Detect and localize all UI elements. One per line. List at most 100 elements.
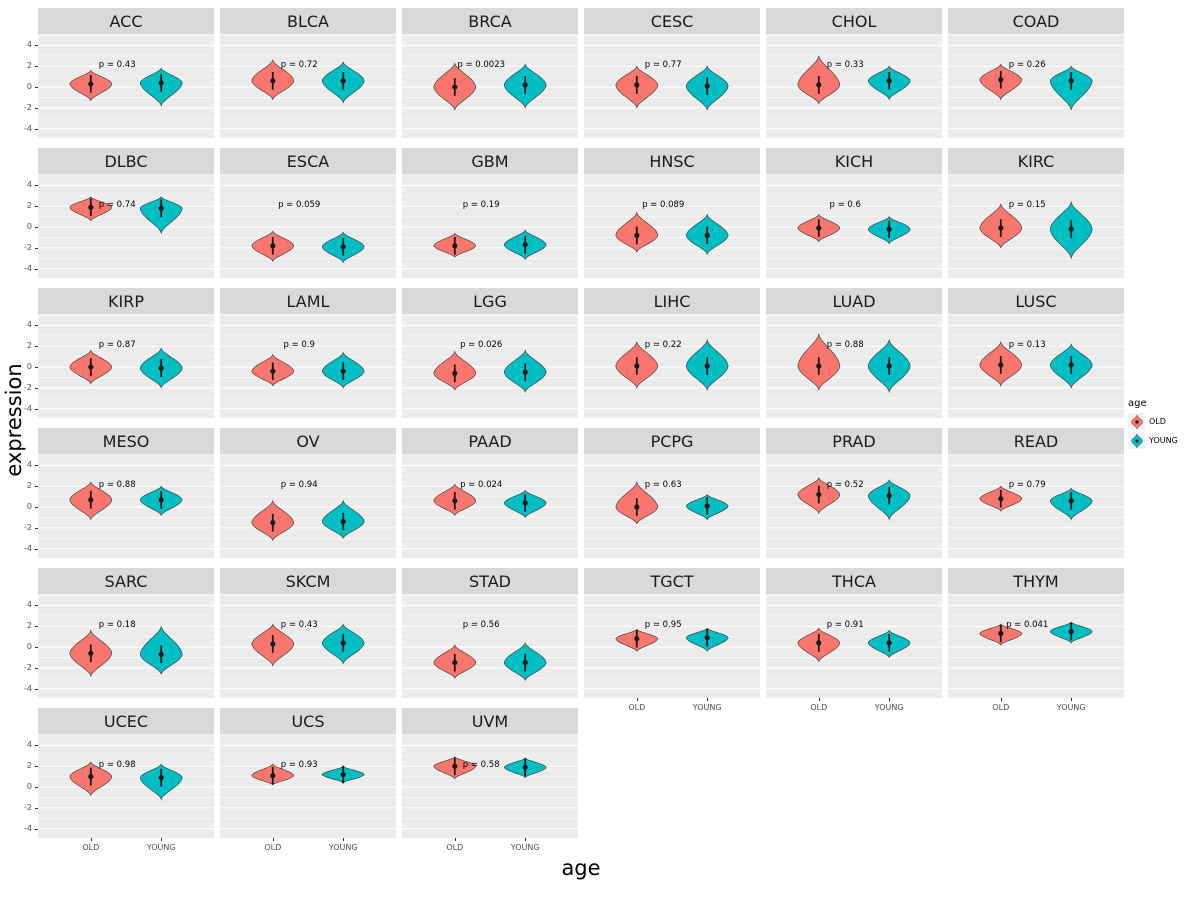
p-value-label: p = 0.026: [460, 340, 502, 350]
facet-LUSC: LUSC p = 0.13: [948, 288, 1124, 418]
x-tick-mark: [272, 838, 274, 841]
violin-panel: p = 0.77: [584, 34, 760, 138]
facet-title: KICH: [766, 148, 942, 174]
violin-panel: p = 0.87: [38, 314, 214, 418]
violin-panel: p = 0.88: [38, 454, 214, 558]
legend-item-old: OLD: [1128, 413, 1178, 430]
y-tick-label: -4: [24, 123, 32, 133]
facet-LUAD: LUAD p = 0.88: [766, 288, 942, 418]
facet-ESCA: ESCA p = 0.059: [220, 148, 396, 278]
violin-panel: p = 0.95: [584, 594, 760, 698]
y-tick-mark: [35, 527, 38, 529]
y-tick-label: 4: [26, 320, 32, 330]
y-tick-mark: [35, 185, 38, 187]
p-value-label: p = 0.88: [827, 340, 864, 350]
p-value-label: p = 0.93: [281, 760, 318, 770]
p-value-label: p = 0.33: [827, 60, 864, 70]
x-tick-mark: [889, 698, 891, 701]
legend: age OLD YOUNG: [1128, 398, 1178, 451]
y-tick-label: 0: [26, 82, 32, 92]
y-tick-label: 2: [26, 341, 32, 351]
y-tick-label: 2: [26, 201, 32, 211]
y-tick-label: -2: [24, 382, 32, 392]
facet-title: THYM: [948, 568, 1124, 594]
facet-title: CHOL: [766, 8, 942, 34]
violin-panel: p = 0.79: [948, 454, 1124, 558]
x-tick-mark: [343, 838, 345, 841]
p-value-label: p = 0.87: [99, 340, 136, 350]
facet-OV: OV p = 0.94: [220, 428, 396, 558]
y-tick-label: 2: [26, 481, 32, 491]
p-value-label: p = 0.024: [460, 480, 502, 490]
y-tick-mark: [35, 346, 38, 348]
x-tick-label-young: YOUNG: [146, 843, 176, 852]
p-value-label: p = 0.26: [1009, 60, 1046, 70]
violin-panel: p = 0.041: [948, 594, 1124, 698]
y-tick-mark: [35, 87, 38, 89]
legend-items: OLD YOUNG: [1128, 413, 1178, 449]
y-tick-mark: [35, 408, 38, 410]
y-tick-mark: [35, 828, 38, 830]
facet-MESO: MESO p = 0.88: [38, 428, 214, 558]
y-tick-mark: [35, 667, 38, 669]
p-value-label: p = 0.79: [1009, 480, 1046, 490]
facet-title: UCEC: [38, 708, 214, 734]
violin-panel: p = 0.33: [766, 34, 942, 138]
facet-CHOL: CHOL p = 0.33: [766, 8, 942, 138]
y-tick-mark: [35, 206, 38, 208]
violin-panel: p = 0.98: [38, 734, 214, 838]
x-tick-label-old: OLD: [992, 703, 1010, 712]
y-tick-label: 0: [26, 782, 32, 792]
facet-title: CESC: [584, 8, 760, 34]
facet-title: UCS: [220, 708, 396, 734]
x-tick-label-young: YOUNG: [692, 703, 722, 712]
y-tick-mark: [35, 247, 38, 249]
facet-title: SKCM: [220, 568, 396, 594]
facet-UCS: UCS p = 0.93: [220, 708, 396, 838]
violin-panel: p = 0.72: [220, 34, 396, 138]
y-tick-mark: [35, 367, 38, 369]
y-tick-label: 2: [26, 61, 32, 71]
y-tick-mark: [35, 766, 38, 768]
p-value-label: p = 0.77: [645, 60, 682, 70]
x-tick-label-young: YOUNG: [874, 703, 904, 712]
facet-BRCA: BRCA p = 0.0023: [402, 8, 578, 138]
facet-title: BRCA: [402, 8, 578, 34]
facet-title: SARC: [38, 568, 214, 594]
facet-PAAD: PAAD p = 0.024: [402, 428, 578, 558]
p-value-label: p = 0.58: [463, 760, 500, 770]
legend-key-violin-icon: [1128, 413, 1145, 430]
facet-title: THCA: [766, 568, 942, 594]
y-tick-mark: [35, 548, 38, 550]
y-tick-label: -4: [24, 263, 32, 273]
y-tick-label: -4: [24, 683, 32, 693]
violin-panel: p = 0.0023: [402, 34, 578, 138]
x-tick-mark: [636, 698, 638, 701]
y-tick-mark: [35, 605, 38, 607]
facet-title: DLBC: [38, 148, 214, 174]
facet-UVM: UVM p = 0.58: [402, 708, 578, 838]
y-tick-label: 4: [26, 180, 32, 190]
facet-THYM: THYM p = 0.041: [948, 568, 1124, 698]
facet-title: BLCA: [220, 8, 396, 34]
p-value-label: p = 0.13: [1009, 340, 1046, 350]
facet-title: MESO: [38, 428, 214, 454]
facet-LGG: LGG p = 0.026: [402, 288, 578, 418]
facet-STAD: STAD p = 0.56: [402, 568, 578, 698]
p-value-label: p = 0.15: [1009, 200, 1046, 210]
facet-COAD: COAD p = 0.26: [948, 8, 1124, 138]
p-value-label: p = 0.43: [281, 620, 318, 630]
y-tick-label: -2: [24, 662, 32, 672]
facet-title: ESCA: [220, 148, 396, 174]
violin-panel: p = 0.63: [584, 454, 760, 558]
y-tick-mark: [35, 647, 38, 649]
violin-panel: p = 0.58: [402, 734, 578, 838]
facet-title: COAD: [948, 8, 1124, 34]
p-value-label: p = 0.0023: [457, 60, 505, 70]
violin-panel: p = 0.26: [948, 34, 1124, 138]
p-value-label: p = 0.72: [281, 60, 318, 70]
y-tick-label: 0: [26, 642, 32, 652]
x-tick-label-old: OLD: [82, 843, 100, 852]
p-value-label: p = 0.74: [99, 200, 136, 210]
